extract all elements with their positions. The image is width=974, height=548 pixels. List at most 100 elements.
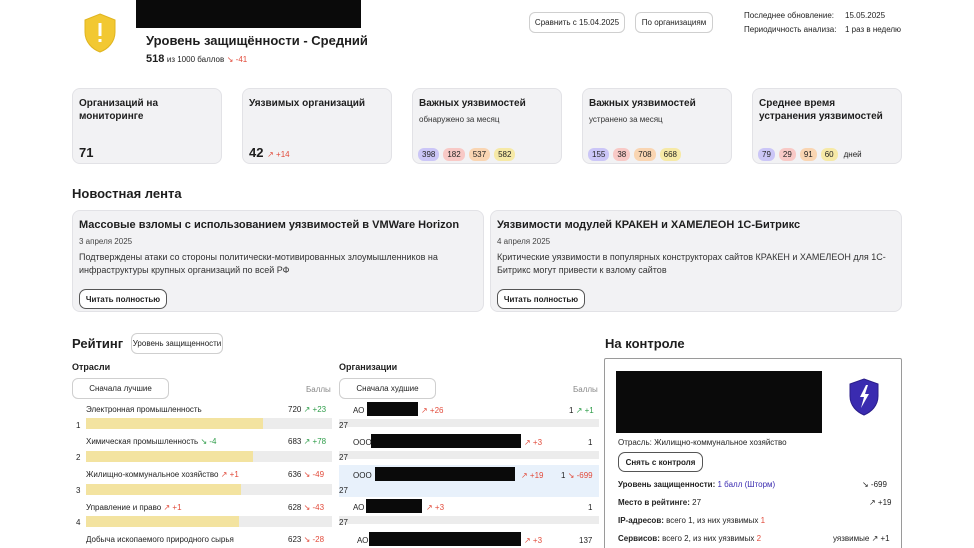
card-title: Уязвимых организаций (249, 98, 366, 109)
points-column-label: Баллы (306, 385, 331, 394)
card-vulnerable-orgs[interactable]: Уязвимых организаций 42 ↗ +14 (242, 88, 392, 164)
industry-score: 720 ↗ +23 (288, 405, 326, 414)
score-delta: ↘ -41 (226, 55, 248, 64)
industry-score-delta: ↘ -49 (303, 470, 325, 479)
org-rank: 27 (339, 421, 348, 430)
industry-name: Электронная промышленность (86, 405, 202, 414)
card-fixed-vulns[interactable]: Важных уязвимостей устранено за месяц 15… (582, 88, 732, 164)
industry-name: Управление и право ↗ +1 (86, 503, 182, 512)
card-title: Организаций на мониторинге (79, 98, 159, 122)
ip-label: IP-адресов: (618, 516, 664, 525)
rank-delta: ↗ +19 (869, 498, 892, 507)
card-found-vulns[interactable]: Важных уязвимостей обнаружено за месяц 3… (412, 88, 562, 164)
by-organizations-button[interactable]: По организациям (635, 12, 713, 33)
org-score-value: 1 (588, 503, 593, 512)
org-rank-delta: ↗ +3 (524, 536, 543, 545)
industry-bar-fill (86, 516, 239, 527)
pill-high: 29 (778, 148, 796, 161)
sort-best-first-button[interactable]: Сначала лучшие (72, 378, 169, 399)
org-bar (339, 516, 599, 524)
pill-medium: 91 (799, 148, 817, 161)
organizations-heading: Организации (339, 362, 398, 372)
sort-worst-first-button[interactable]: Сначала худшие (339, 378, 436, 399)
org-rank: 27 (339, 453, 348, 462)
industry-bar-fill (86, 484, 241, 495)
news-card: Массовые взломы с использованием уязвимо… (72, 210, 484, 312)
org-row-selected[interactable]: ООО ↗ +19 1 ↘ -699 27 (339, 465, 599, 497)
org-score: 1 ↘ -699 (561, 471, 593, 480)
security-level-label: Уровень защищенности: (618, 480, 716, 489)
security-level-value: 1 балл (Шторм) (717, 480, 776, 489)
news-text: Критические уязвимости в популярных конс… (497, 252, 886, 275)
industry-bar-fill (86, 451, 254, 462)
industry-score-delta: ↗ +78 (303, 437, 327, 446)
org-score: 1 (588, 503, 592, 512)
services-delta-value: ↗ +1 (871, 534, 890, 543)
card-delta: ↗ +14 (267, 150, 290, 159)
severity-pills: 155 38 708 668 (588, 148, 681, 161)
org-prefix: ООО (353, 471, 372, 480)
org-row[interactable]: ООО ↗ +3 1 27 (339, 432, 599, 464)
redacted-org-name (366, 499, 422, 513)
last-update-value: 15.05.2025 (845, 11, 886, 20)
org-bar (339, 451, 599, 459)
industry-bar (86, 484, 332, 495)
org-row[interactable]: АО ↗ +26 1 ↗ +1 27 (339, 400, 599, 432)
card-title: Важных уязвимостей (419, 98, 526, 109)
severity-pills: 79 29 91 60 дней (758, 148, 862, 161)
industry-score-delta: ↘ -43 (303, 503, 325, 512)
industry-rank: 1 (76, 421, 81, 430)
org-score-value: 137 (579, 536, 593, 545)
org-row[interactable]: АО ↗ +3 137 (339, 530, 599, 548)
rating-mode-button[interactable]: Уровень защищенности (131, 333, 223, 354)
org-prefix: АО (353, 503, 365, 512)
read-more-button[interactable]: Читать полностью (497, 289, 585, 309)
shield-icon (82, 12, 118, 54)
org-score-delta: ↘ -699 (567, 471, 593, 480)
card-subtitle: обнаружено за месяц (419, 115, 500, 124)
ip-vuln-count: 1 (760, 516, 766, 525)
security-level-delta: ↘ -699 (862, 480, 887, 489)
card-avg-fix-time[interactable]: Среднее время устранения уязвимостей 79 … (752, 88, 902, 164)
pill-medium: 537 (468, 148, 491, 161)
services-delta: уязвимые ↗ +1 (833, 534, 890, 543)
score-line: 518 из 1000 баллов ↘ -41 (146, 53, 247, 65)
org-rank-delta: ↗ +3 (426, 503, 445, 512)
industry-score-value: 720 (288, 405, 302, 414)
control-heading: На контроле (605, 336, 685, 351)
org-score-value: 1 (588, 438, 593, 447)
industry-score-value: 683 (288, 437, 302, 446)
read-more-button[interactable]: Читать полностью (79, 289, 167, 309)
rank-label: Место в рейтинге: (618, 498, 690, 507)
industry-score-delta: ↗ +23 (303, 405, 327, 414)
card-value: 42 ↗ +14 (249, 145, 290, 160)
points-column-label: Баллы (573, 385, 598, 394)
org-row[interactable]: АО ↗ +3 1 27 (339, 497, 599, 529)
news-text: Подтверждены атаки со стороны политическ… (79, 252, 438, 275)
compare-button[interactable]: Сравнить с 15.04.2025 (529, 12, 625, 33)
services-label: Сервисов: (618, 534, 660, 543)
pill-critical: 155 (588, 148, 610, 161)
news-title: Массовые взломы с использованием уязвимо… (79, 219, 460, 231)
industry-name-text: Химическая промышленность (86, 437, 199, 446)
industry-rank-delta: ↗ +1 (220, 470, 239, 479)
org-score: 1 (588, 438, 592, 447)
remove-from-control-button[interactable]: Снять с контроля (618, 452, 703, 472)
industry-bar (86, 516, 332, 527)
industry-rank: 4 (76, 518, 81, 527)
industry-name: Добыча ископаемого природного сырья (86, 535, 234, 544)
score-suffix: из 1000 баллов (166, 55, 225, 64)
org-score-value: 1 (561, 471, 566, 480)
org-rank-delta: ↗ +26 (421, 406, 444, 415)
pill-low: 668 (659, 148, 681, 161)
services-row: Сервисов: всего 2, из них уязвимых 2 (618, 534, 761, 543)
news-date: 4 апреля 2025 (497, 237, 551, 246)
card-monitored-orgs[interactable]: Организаций на мониторинге 71 (72, 88, 222, 164)
industry-name: Жилищно-коммунальное хозяйство ↗ +1 (86, 470, 239, 479)
rank-value: 27 (692, 498, 702, 507)
org-score: 1 ↗ +1 (569, 406, 594, 415)
org-prefix: АО (357, 536, 369, 545)
industries-heading: Отрасли (72, 362, 111, 372)
card-value: 71 (79, 145, 94, 160)
industry-score-value: 628 (288, 503, 302, 512)
